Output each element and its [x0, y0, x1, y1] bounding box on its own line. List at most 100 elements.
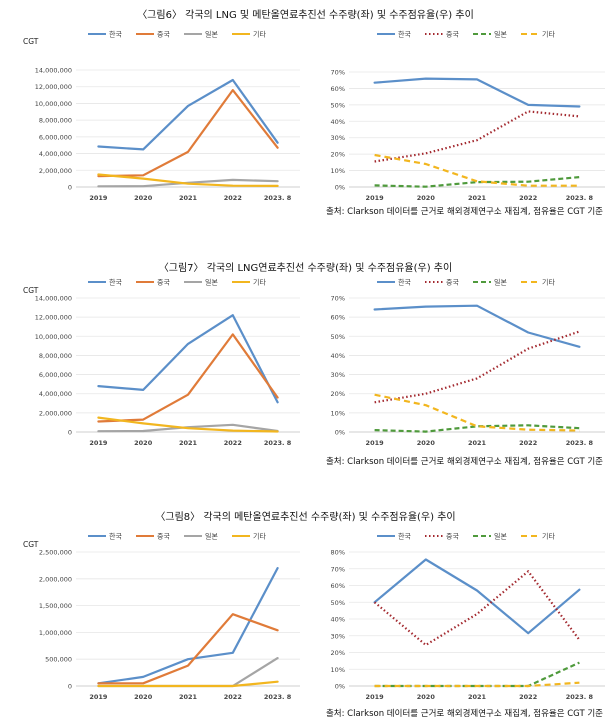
- series-line-한국: [97, 314, 279, 404]
- y-tick-label: 20%: [331, 390, 345, 398]
- y-tick-label: 50%: [331, 333, 345, 341]
- x-tick-label: 2020: [134, 693, 153, 701]
- figure-6-title: 〈그림6〉 각국의 LNG 및 메탄올연료추진선 수주량(좌) 및 수주점유율(…: [137, 10, 474, 21]
- y-tick-label: 70%: [331, 565, 345, 573]
- x-tick-label: 2022: [519, 693, 537, 701]
- y-tick-label: 30%: [331, 632, 345, 640]
- series-line-기타: [374, 153, 580, 187]
- legend-label: 일본: [494, 532, 507, 541]
- legend-label: 일본: [205, 30, 218, 39]
- x-tick-label: 2023. 8: [264, 439, 292, 447]
- chart-7-right-order-share: 0% 10% 20% 30% 40% 50% 60% 70% 2019 2020 2021 2022 2…: [331, 278, 605, 447]
- x-tick-label: 2021: [179, 693, 198, 701]
- x-tick-label: 2023. 8: [264, 194, 292, 202]
- y-tick-label: 6,000,000: [39, 133, 72, 141]
- legend-label: 기타: [253, 30, 266, 39]
- chart-8-left-order-volume: 0 500,000 1,000,000 1,500,000 2,000,000 2,500…: [39, 532, 300, 701]
- legend-label: 일본: [205, 278, 218, 287]
- x-tick-label: 2019: [366, 693, 385, 701]
- legend-label: 중국: [446, 533, 459, 541]
- y-tick-label: 10,000,000: [35, 100, 72, 108]
- series-line-기타: [97, 173, 279, 187]
- y-tick-label: 2,000,000: [39, 409, 72, 417]
- unit-label: CGT: [23, 37, 39, 46]
- x-tick-label: 2023. 8: [566, 439, 594, 447]
- x-tick-label: 2021: [468, 194, 487, 202]
- x-tick-label: 2019: [366, 439, 385, 447]
- y-tick-label: 70%: [331, 69, 345, 77]
- y-tick-label: 12,000,000: [35, 83, 72, 91]
- legend-label: 한국: [398, 279, 411, 287]
- legend-label: 일본: [494, 278, 507, 287]
- y-tick-label: 2,000,000: [39, 167, 72, 175]
- y-tick-label: 2,500,000: [39, 549, 72, 557]
- x-tick-label: 2022: [224, 693, 242, 701]
- series-line-일본: [374, 424, 580, 433]
- series-line-중국: [373, 570, 581, 647]
- x-tick-label: 2023. 8: [264, 693, 292, 701]
- legend-label: 기타: [542, 278, 555, 287]
- x-tick-label: 2019: [89, 439, 108, 447]
- legend-label: 기타: [253, 278, 266, 287]
- legend-label: 기타: [253, 532, 266, 541]
- legend-label: 중국: [446, 279, 459, 287]
- y-tick-label: 12,000,000: [35, 314, 72, 322]
- x-tick-label: 2022: [224, 439, 242, 447]
- x-tick-label: 2021: [179, 194, 198, 202]
- legend-label: 한국: [398, 533, 411, 541]
- x-tick-label: 2020: [417, 693, 436, 701]
- chart-6-right-order-share: 0% 10% 20% 30% 40% 50% 60% 70% 2019 2020 2021 2022 2…: [331, 30, 605, 202]
- legend-label: 기타: [542, 30, 555, 39]
- y-tick-label: 10%: [331, 167, 345, 175]
- y-tick-label: 80%: [331, 549, 345, 557]
- y-tick-label: 0%: [335, 683, 345, 691]
- x-tick-label: 2020: [134, 439, 153, 447]
- y-tick-label: 70%: [331, 295, 345, 303]
- chart-8-right-order-share: 0% 10% 20% 30% 40% 50% 60% 70% 80% 2019 2020 2021 20…: [331, 532, 605, 701]
- y-tick-label: 0: [68, 683, 72, 691]
- chart-7-left-order-volume: 0 2,000,000 4,000,000 6,000,000 8,000,000 10,…: [35, 278, 300, 447]
- x-tick-label: 2022: [519, 194, 537, 202]
- y-tick-label: 60%: [331, 314, 345, 322]
- x-tick-label: 2019: [366, 194, 385, 202]
- series-line-일본: [374, 176, 580, 188]
- y-tick-label: 4,000,000: [39, 150, 72, 158]
- y-tick-label: 60%: [331, 582, 345, 590]
- chart-6-left-order-volume: 0 2,000,000 4,000,000 6,000,000 8,000,000 10,…: [35, 30, 300, 202]
- y-tick-label: 50%: [331, 599, 345, 607]
- x-tick-label: 2020: [134, 194, 153, 202]
- y-tick-label: 8,000,000: [39, 352, 72, 360]
- series-line-기타: [374, 681, 580, 688]
- legend-label: 일본: [205, 532, 218, 541]
- x-tick-label: 2021: [468, 439, 487, 447]
- y-tick-label: 20%: [331, 649, 345, 657]
- series-line-중국: [97, 88, 279, 178]
- y-tick-label: 20%: [331, 151, 345, 159]
- series-line-한국: [373, 77, 581, 108]
- legend-label: 일본: [494, 30, 507, 39]
- y-tick-label: 40%: [331, 616, 345, 624]
- legend-label: 한국: [398, 31, 411, 39]
- x-tick-label: 2019: [89, 693, 108, 701]
- legend-label: 중국: [157, 533, 170, 541]
- series-line-중국: [97, 333, 279, 423]
- legend-label: 한국: [109, 533, 122, 541]
- source-note: 출처: Clarkson 데이터를 근거로 해외경제연구소 재집계, 점유율은 …: [325, 709, 603, 719]
- x-tick-label: 2021: [468, 693, 487, 701]
- x-tick-label: 2021: [179, 439, 198, 447]
- y-tick-label: 60%: [331, 85, 345, 93]
- series-line-일본: [374, 661, 580, 688]
- source-note: 출처: Clarkson 데이터를 근거로 해외경제연구소 재집계, 점유율은 …: [325, 207, 603, 217]
- series-line-중국: [97, 613, 279, 685]
- series-line-일본: [97, 657, 279, 688]
- y-tick-label: 0%: [335, 184, 345, 192]
- legend-label: 한국: [109, 279, 122, 287]
- y-tick-label: 50%: [331, 101, 345, 109]
- source-note: 출처: Clarkson 데이터를 근거로 해외경제연구소 재집계, 점유율은 …: [325, 457, 603, 467]
- series-line-한국: [97, 78, 279, 151]
- legend-label: 중국: [157, 279, 170, 287]
- y-tick-label: 14,000,000: [35, 295, 72, 303]
- x-tick-label: 2019: [89, 194, 108, 202]
- series-line-기타: [97, 416, 279, 433]
- y-tick-label: 14,000,000: [35, 67, 72, 75]
